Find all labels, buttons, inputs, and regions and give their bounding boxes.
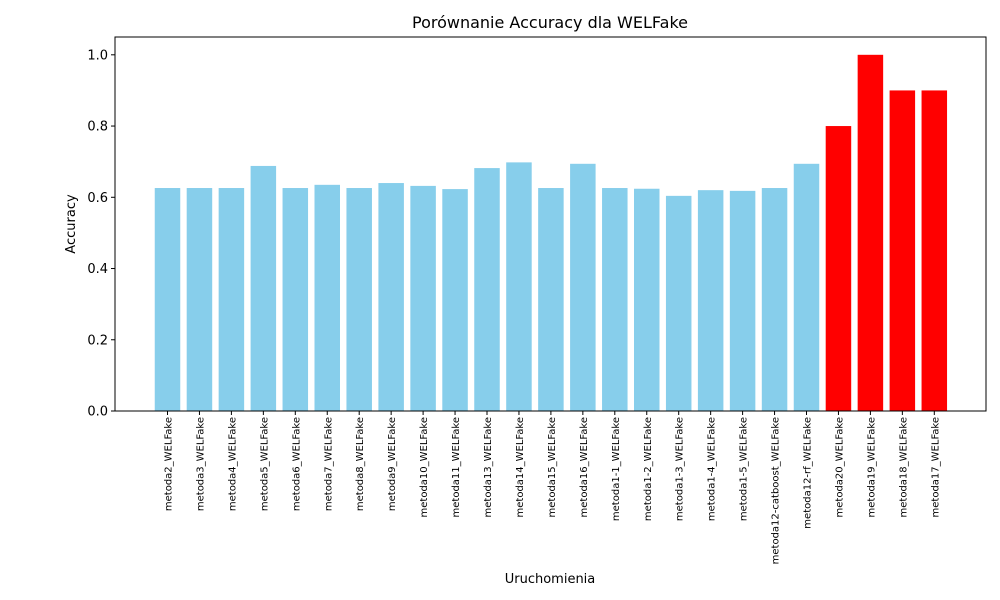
x-tick-label: metoda12-catboost_WELFake [771,417,782,564]
x-tick-label: metoda20_WELFake [834,417,845,517]
bar-metoda18_WELFake [889,90,916,412]
bar-metoda4_WELFake [218,188,245,411]
bar-metoda7_WELFake [314,184,340,411]
x-tick-label: metoda19_WELFake [866,417,877,517]
x-tick-label: metoda13_WELFake [483,417,494,517]
y-axis-ticks: 0.0 0.2 0.4 0.6 0.8 1.0 [87,48,115,420]
bar-metoda8_WELFake [346,188,372,411]
y-axis-label: Accuracy [64,194,79,254]
bar-metoda6_WELFake [282,188,309,411]
x-tick-label: metoda15_WELFake [547,417,558,517]
bar-metoda17_WELFake [921,90,948,412]
x-tick-label: metoda4_WELFake [227,417,238,511]
x-tick-label: metoda17_WELFake [930,417,941,517]
x-tick-label: metoda2_WELFake [164,417,175,511]
x-axis-ticks: metoda2_WELFake metoda3_WELFake metoda4_WE… [164,411,941,564]
bar-metoda1-1_WELFake [602,188,628,411]
bar-metoda9_WELFake [378,183,404,411]
bar-metoda12-catboost_WELFake [761,188,788,411]
x-tick-label: metoda1-1_WELFake [611,417,622,521]
bar-metoda13_WELFake [474,168,500,411]
x-axis-label: Uruchomienia [505,572,596,587]
y-tick-label: 0.8 [87,120,108,135]
y-tick-label: 0.2 [87,333,108,348]
bar-metoda10_WELFake [410,185,436,411]
bar-metoda1-5_WELFake [729,190,756,411]
x-tick-label: metoda11_WELFake [451,417,462,517]
bar-metoda1-2_WELFake [634,188,660,411]
y-tick-label: 0.6 [87,191,108,206]
x-tick-label: metoda1-3_WELFake [675,417,686,521]
x-tick-label: metoda8_WELFake [355,417,366,511]
x-tick-label: metoda1-2_WELFake [643,417,654,521]
bar-metoda20_WELFake [825,126,852,412]
bar-metoda1-3_WELFake [665,195,692,411]
bar-metoda3_WELFake [186,188,213,411]
bar-metoda5_WELFake [250,165,277,411]
x-tick-label: metoda5_WELFake [259,417,270,511]
bars-group [154,54,948,412]
bar-metoda2_WELFake [154,188,181,411]
x-tick-label: metoda12-rf_WELFake [803,417,814,529]
bar-metoda14_WELFake [506,162,532,411]
bar-metoda15_WELFake [538,188,564,411]
bar-metoda1-4_WELFake [697,190,724,411]
bar-metoda12-rf_WELFake [793,163,820,411]
y-tick-label: 0.4 [87,262,108,277]
x-tick-label: metoda16_WELFake [579,417,590,517]
bar-metoda16_WELFake [570,163,596,411]
x-tick-label: metoda6_WELFake [291,417,302,511]
chart-title: Porównanie Accuracy dla WELFake [412,13,688,32]
x-tick-label: metoda10_WELFake [419,417,430,517]
x-tick-label: metoda9_WELFake [387,417,398,511]
bar-metoda19_WELFake [857,54,884,412]
x-tick-label: metoda7_WELFake [323,417,334,511]
x-tick-label: metoda1-4_WELFake [707,417,718,521]
x-tick-label: metoda3_WELFake [195,417,206,511]
y-tick-label: 1.0 [87,48,108,63]
x-tick-label: metoda1-5_WELFake [739,417,750,521]
y-tick-label: 0.0 [87,405,108,420]
x-tick-label: metoda18_WELFake [898,417,909,517]
x-tick-label: metoda14_WELFake [515,417,526,517]
bar-metoda11_WELFake [442,189,468,411]
plot-area-frame [114,36,987,412]
